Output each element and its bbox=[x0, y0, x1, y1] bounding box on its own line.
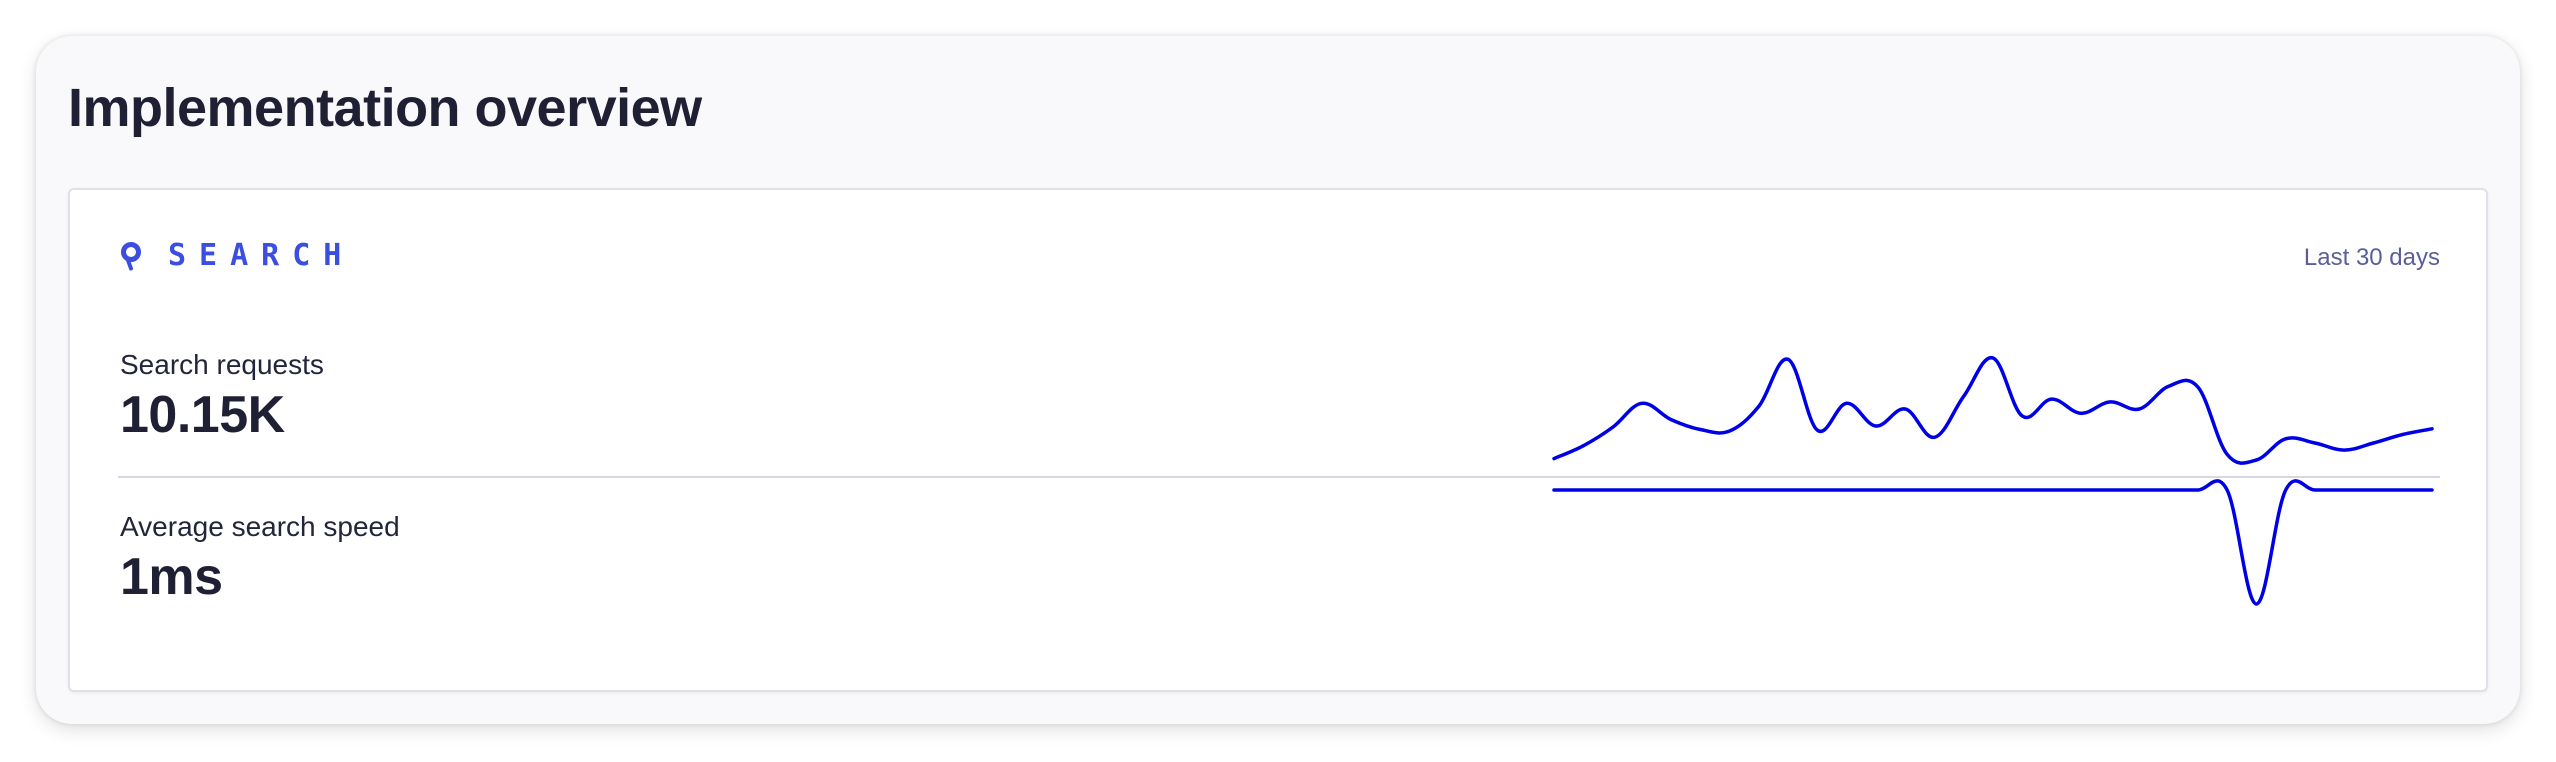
period-label: Last 30 days bbox=[2303, 244, 2440, 271]
search-metrics-card: SEARCH Last 30 days Search requests 10.1… bbox=[68, 188, 2488, 692]
search-icon bbox=[120, 241, 142, 271]
sparkline-path bbox=[1552, 479, 2434, 606]
overview-panel: Implementation overview SEARCH Last 30 d… bbox=[36, 36, 2520, 724]
metric-search-requests: Search requests 10.15K bbox=[120, 348, 324, 445]
metric-label: Search requests bbox=[120, 349, 324, 380]
card-header: SEARCH bbox=[120, 238, 354, 273]
divider bbox=[118, 476, 2440, 478]
average-search-speed-sparkline bbox=[1552, 479, 2434, 606]
metric-label: Average search speed bbox=[120, 511, 400, 542]
product-label: SEARCH bbox=[168, 238, 355, 273]
metric-value: 1ms bbox=[120, 547, 223, 606]
metric-value: 10.15K bbox=[120, 385, 285, 444]
sparkline-path bbox=[1552, 356, 2434, 465]
page-title: Implementation overview bbox=[68, 78, 702, 138]
metric-average-search-speed: Average search speed 1ms bbox=[120, 510, 400, 607]
search-requests-sparkline bbox=[1552, 356, 2434, 465]
